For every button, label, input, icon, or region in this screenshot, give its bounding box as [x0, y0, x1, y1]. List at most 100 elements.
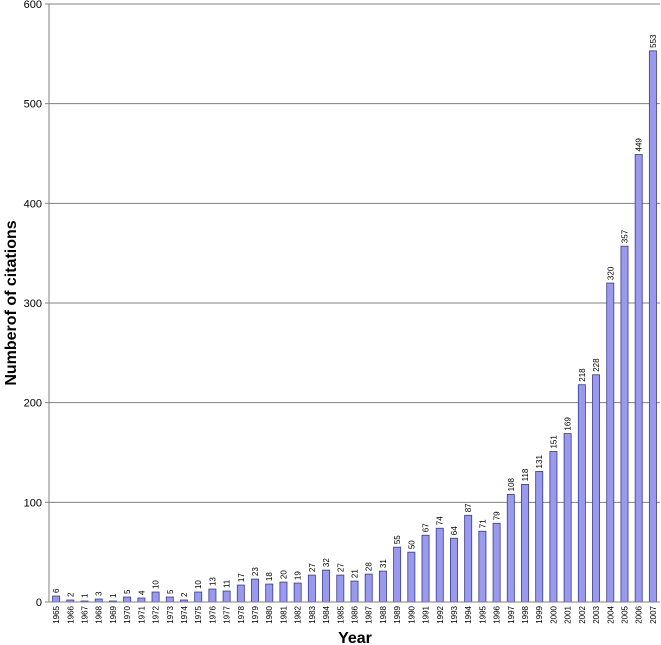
x-tick-label-1985: 1985 [336, 605, 345, 623]
data-label-1966: 2 [66, 592, 75, 597]
data-label-1968: 3 [95, 591, 104, 596]
data-label-1995: 71 [478, 519, 487, 528]
data-label-1993: 64 [450, 526, 459, 535]
x-tick-label-1997: 1997 [507, 605, 516, 623]
data-label-2001: 169 [564, 417, 573, 431]
data-label-2006: 449 [635, 138, 644, 152]
data-label-1967: 1 [81, 593, 90, 598]
data-label-1977: 11 [223, 579, 232, 588]
x-tick-label-1969: 1969 [109, 605, 118, 623]
x-tick-label-1995: 1995 [478, 605, 487, 623]
bar-2006 [634, 154, 643, 603]
bar-1977 [222, 590, 231, 603]
y-tick-label-400: 400 [24, 198, 42, 210]
x-tick-label-1967: 1967 [81, 605, 90, 623]
x-tick-label-1981: 1981 [279, 605, 288, 623]
bar-2005 [620, 245, 629, 603]
data-label-1972: 10 [152, 580, 161, 589]
data-label-1990: 50 [407, 540, 416, 549]
x-tick-label-1996: 1996 [493, 605, 502, 623]
data-label-1983: 27 [308, 563, 317, 572]
x-tick-label-1973: 1973 [166, 605, 175, 623]
x-tick-label-2005: 2005 [620, 605, 629, 623]
bar-1979 [251, 578, 259, 603]
bar-2004 [606, 282, 615, 603]
y-tick-label-100: 100 [24, 497, 42, 509]
bar-1970 [123, 596, 132, 603]
data-label-2007: 553 [649, 34, 658, 48]
x-tick-label-1974: 1974 [180, 605, 189, 623]
data-label-1969: 1 [109, 593, 118, 598]
x-tick-label-2001: 2001 [564, 605, 573, 623]
gridlines [49, 3, 660, 503]
x-tick-label-1975: 1975 [194, 605, 203, 623]
y-tick-label-0: 0 [36, 597, 42, 609]
data-label-1965: 6 [52, 588, 61, 593]
x-tick-label-1999: 1999 [535, 605, 544, 623]
bar-1991 [421, 534, 430, 603]
x-tick-label-2002: 2002 [578, 605, 587, 623]
x-tick-label-1982: 1982 [294, 605, 303, 623]
x-tick-label-1983: 1983 [308, 605, 317, 623]
x-tick-label-1965: 1965 [52, 605, 61, 623]
data-label-1981: 20 [279, 570, 288, 579]
x-tick-label-1991: 1991 [422, 605, 431, 623]
data-label-1986: 21 [351, 569, 360, 578]
data-label-1991: 67 [422, 523, 431, 532]
x-tick-label-1971: 1971 [137, 605, 146, 623]
bar-1981 [279, 581, 288, 603]
bar-1983 [307, 574, 316, 603]
bar-1996 [492, 522, 501, 603]
data-label-1987: 28 [365, 562, 374, 571]
data-label-1975: 10 [194, 580, 203, 589]
bar-2001 [563, 433, 572, 603]
bar-2003 [592, 374, 601, 603]
x-tick-label-2000: 2000 [549, 605, 558, 623]
bar-1990 [407, 551, 416, 603]
data-label-1971: 4 [137, 590, 146, 595]
x-tick-label-1992: 1992 [436, 605, 445, 623]
data-label-1992: 74 [436, 516, 445, 525]
x-tick-label-1984: 1984 [322, 605, 331, 623]
bar-1973 [165, 596, 174, 603]
data-label-1974: 2 [180, 592, 189, 597]
x-tick-label-2004: 2004 [606, 605, 615, 623]
data-label-2002: 218 [578, 368, 587, 382]
bar-1993 [450, 537, 458, 603]
data-label-2003: 228 [592, 358, 601, 372]
bar-1986 [350, 580, 359, 603]
axes [48, 4, 660, 603]
y-tick-label-500: 500 [24, 99, 42, 111]
data-label-1973: 5 [166, 589, 175, 594]
x-tick-label-1968: 1968 [95, 605, 104, 623]
y-axis-title: Numberof of citations [3, 220, 20, 385]
bars [52, 50, 657, 603]
x-tick-label-1980: 1980 [265, 605, 274, 623]
bar-1992 [435, 527, 444, 603]
x-tick-label-1977: 1977 [223, 605, 232, 623]
data-label-1998: 118 [521, 468, 530, 481]
bar-1965 [52, 595, 61, 603]
data-label-1980: 18 [265, 572, 274, 581]
x-tick-label-1990: 1990 [407, 605, 416, 623]
bar-1994 [464, 514, 473, 603]
x-tick-label-2003: 2003 [592, 605, 601, 623]
bar-1984 [322, 569, 331, 603]
data-label-1970: 5 [123, 589, 132, 594]
data-label-1976: 13 [208, 577, 217, 586]
bar-1972 [151, 591, 160, 603]
data-label-2005: 357 [620, 229, 629, 243]
bar-1980 [265, 583, 274, 603]
bar-1975 [194, 591, 203, 603]
data-label-1994: 87 [464, 503, 473, 512]
x-tick-label-1998: 1998 [521, 605, 530, 623]
data-label-1989: 55 [393, 535, 402, 544]
bar-1978 [236, 584, 245, 603]
x-tick-label-1966: 1966 [66, 605, 75, 623]
x-axis-title: Year [338, 630, 372, 645]
data-label-2004: 320 [606, 266, 615, 280]
data-label-1997: 108 [507, 477, 516, 491]
bar-1982 [293, 582, 302, 603]
